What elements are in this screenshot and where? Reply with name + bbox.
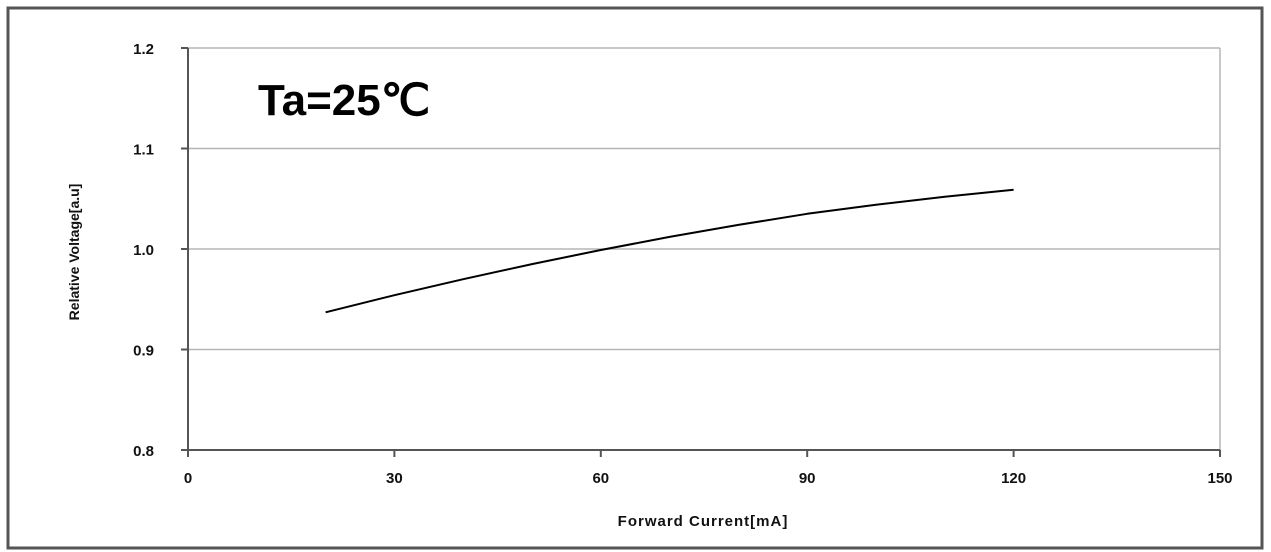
series-layer xyxy=(325,188,1014,314)
outer-border xyxy=(6,6,1264,550)
grid-layer xyxy=(188,47,1221,450)
x-tick-label: 30 xyxy=(386,470,403,487)
y-tick-label: 1.1 xyxy=(133,142,154,159)
x-tick-label: 90 xyxy=(799,470,816,487)
x-tick-label: 150 xyxy=(1207,470,1232,487)
temperature-annotation: Ta=25℃ xyxy=(258,76,430,125)
y-tick-label: 0.9 xyxy=(133,343,154,360)
y-tick-label: 0.8 xyxy=(133,443,154,460)
x-tick-label: 120 xyxy=(1001,470,1026,487)
x-tick-label: 60 xyxy=(592,470,609,487)
x-tick-label: 0 xyxy=(184,470,192,487)
series-line xyxy=(325,188,1014,314)
x-axis-title: Forward Current[mA] xyxy=(618,513,789,530)
y-axis-title: Relative Voltage[a.u] xyxy=(66,184,82,321)
y-tick-label: 1.0 xyxy=(133,242,154,259)
y-tick-label: 1.2 xyxy=(133,41,154,58)
ticks-layer: 0.8 0.9 1.0 1.1 1.2 0 30 60 90 120 150 xyxy=(133,41,1232,487)
